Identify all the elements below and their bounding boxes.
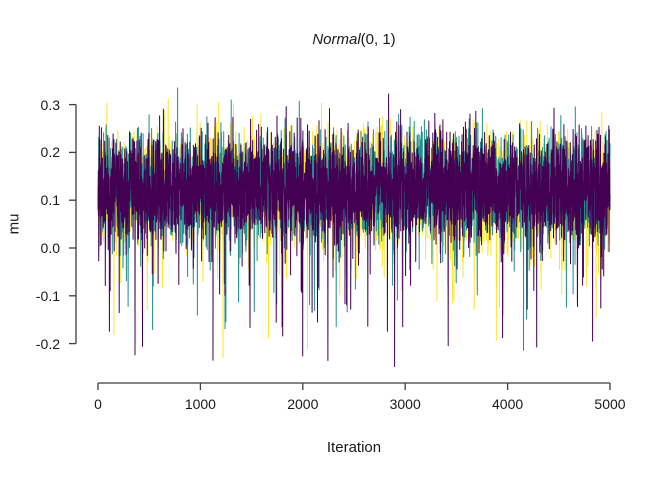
plot-title-arguments: (0, 1) [360,31,396,48]
x-tick-label: 4000 [492,396,524,412]
y-tick-label: 0.0 [40,240,60,256]
x-tick-label: 0 [94,396,102,412]
y-tick-label: -0.2 [35,335,60,352]
y-tick-label: 0.3 [40,96,60,113]
x-tick-label: 3000 [389,396,421,412]
y-tick-label: 0.1 [40,192,60,209]
plot-title: Normal(0, 1) [98,31,610,48]
y-axis-label: mu [5,213,23,235]
x-tick-label: 2000 [287,396,319,412]
x-tick-label: 5000 [594,396,626,412]
x-tick-label: 1000 [184,396,216,412]
y-tick-label: 0.2 [40,144,60,161]
x-axis-label: Iteration [326,439,382,456]
y-tick-label: -0.1 [35,287,60,304]
trace-line-chain-3 [97,93,611,367]
plot-title-distribution: Normal [312,31,361,48]
